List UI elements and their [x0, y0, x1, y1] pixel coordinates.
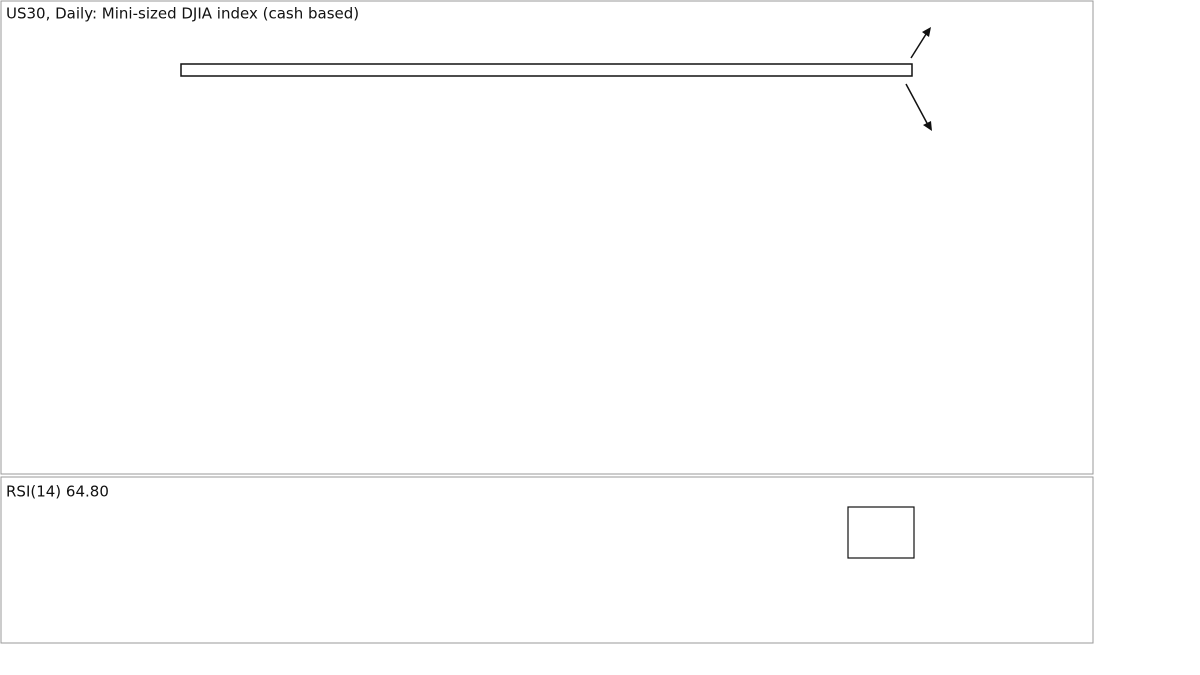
arrow-down-head [923, 121, 932, 131]
arrow-up-head [922, 27, 931, 37]
rsi-box [847, 506, 915, 559]
chart-title: US30, Daily: Mini-sized DJIA index (cash… [6, 5, 359, 23]
rsi-title: RSI(14) 64.80 [6, 483, 109, 501]
arrow-up [910, 30, 929, 59]
price-panel-frame [0, 0, 1094, 475]
rsi-panel-frame [0, 476, 1094, 644]
arrow-down [905, 83, 929, 126]
resistance-box [180, 63, 913, 77]
